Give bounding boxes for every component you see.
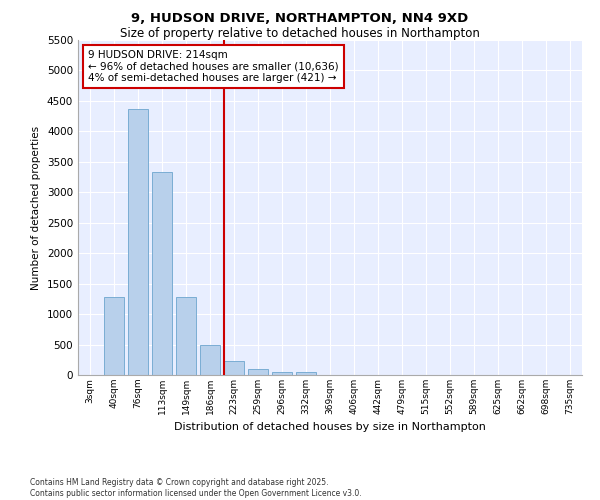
Bar [200, 344, 220, 375]
Y-axis label: Number of detached properties: Number of detached properties [31, 126, 41, 290]
Bar [296, 372, 316, 375]
Bar [248, 369, 268, 375]
Text: Size of property relative to detached houses in Northampton: Size of property relative to detached ho… [120, 28, 480, 40]
Bar [272, 372, 292, 375]
Bar [104, 298, 124, 375]
X-axis label: Distribution of detached houses by size in Northampton: Distribution of detached houses by size … [174, 422, 486, 432]
Bar [176, 298, 196, 375]
Bar [152, 172, 172, 375]
Bar [128, 108, 148, 375]
Text: 9 HUDSON DRIVE: 214sqm
← 96% of detached houses are smaller (10,636)
4% of semi-: 9 HUDSON DRIVE: 214sqm ← 96% of detached… [88, 50, 339, 83]
Text: 9, HUDSON DRIVE, NORTHAMPTON, NN4 9XD: 9, HUDSON DRIVE, NORTHAMPTON, NN4 9XD [131, 12, 469, 26]
Bar [224, 362, 244, 375]
Text: Contains HM Land Registry data © Crown copyright and database right 2025.
Contai: Contains HM Land Registry data © Crown c… [30, 478, 362, 498]
